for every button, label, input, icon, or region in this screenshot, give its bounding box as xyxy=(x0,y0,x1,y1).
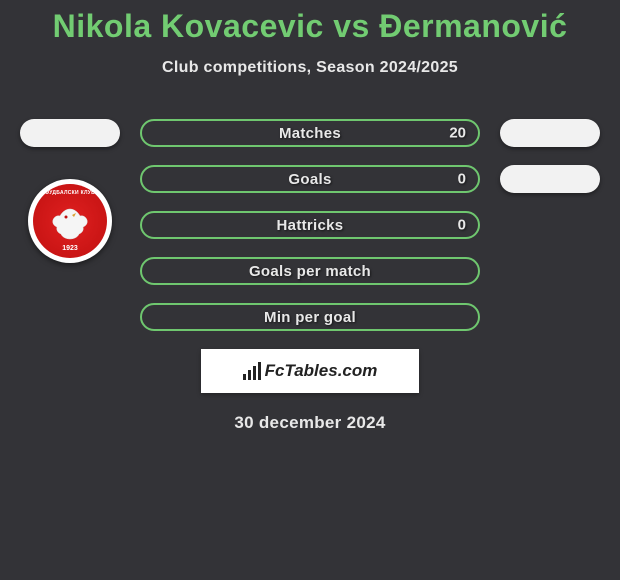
stat-value: 0 xyxy=(458,217,466,234)
vs-label: vs xyxy=(333,8,370,44)
stat-value: 0 xyxy=(458,171,466,188)
subtitle: Club competitions, Season 2024/2025 xyxy=(0,59,620,77)
player2-name: Đermanović xyxy=(379,8,567,44)
site-logo-box[interactable]: FcTables.com xyxy=(201,349,419,393)
site-logo-text: FcTables.com xyxy=(265,361,378,381)
stat-value: 20 xyxy=(449,125,466,142)
stat-bar: Goals per match xyxy=(140,257,480,285)
stat-label: Matches xyxy=(279,125,341,142)
right-placeholder xyxy=(500,211,600,239)
logo-bars-icon xyxy=(243,362,261,380)
left-pill xyxy=(20,119,120,147)
stat-row-mpg: Min per goal xyxy=(0,303,620,331)
stat-row-hattricks: Hattricks 0 xyxy=(0,211,620,239)
stat-bar: Matches 20 xyxy=(140,119,480,147)
site-logo: FcTables.com xyxy=(243,361,378,381)
left-placeholder xyxy=(20,211,120,239)
comparison-title: Nikola Kovacevic vs Đermanović xyxy=(0,8,620,45)
stat-label: Goals xyxy=(288,171,331,188)
stat-row-gpm: Goals per match xyxy=(0,257,620,285)
right-placeholder xyxy=(500,257,600,285)
date-label: 30 december 2024 xyxy=(0,413,620,433)
stat-bar: Min per goal xyxy=(140,303,480,331)
player1-name: Nikola Kovacevic xyxy=(53,8,324,44)
stat-row-matches: Matches 20 xyxy=(0,119,620,147)
right-pill xyxy=(500,119,600,147)
stat-label: Hattricks xyxy=(277,217,344,234)
badge-year: 1923 xyxy=(62,245,78,252)
stat-label: Goals per match xyxy=(249,263,371,280)
stat-bar: Goals 0 xyxy=(140,165,480,193)
stat-bar: Hattricks 0 xyxy=(140,211,480,239)
right-pill xyxy=(500,165,600,193)
left-placeholder xyxy=(20,257,120,285)
stat-label: Min per goal xyxy=(264,309,356,326)
left-placeholder xyxy=(20,303,120,331)
stats-block: Matches 20 Goals 0 ФУДБАЛСКИ КЛУБ xyxy=(0,119,620,331)
badge-top-text: ФУДБАЛСКИ КЛУБ xyxy=(33,190,107,196)
right-placeholder xyxy=(500,303,600,331)
